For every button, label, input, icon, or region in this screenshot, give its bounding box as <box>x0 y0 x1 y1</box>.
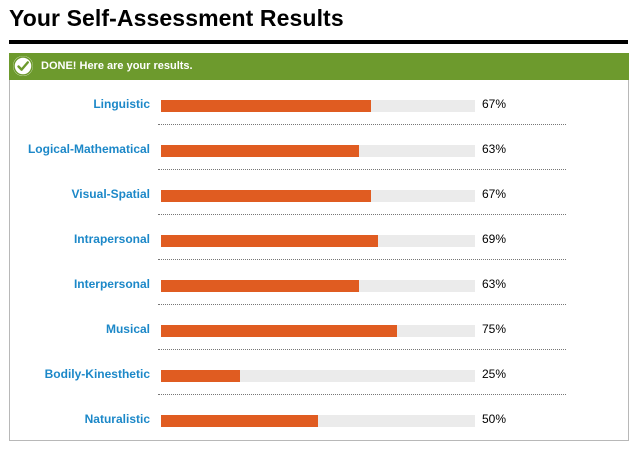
result-percent: 69% <box>482 232 507 246</box>
result-label: Interpersonal <box>73 277 150 291</box>
result-percent: 63% <box>482 277 507 291</box>
result-label: Naturalistic <box>84 412 150 426</box>
result-percent: 25% <box>482 367 507 381</box>
result-row: Naturalistic 50% <box>10 396 566 440</box>
result-row: Musical 75% <box>10 306 566 350</box>
result-percent: 75% <box>482 322 507 336</box>
result-bar-fill <box>161 145 359 157</box>
result-row: Visual-Spatial 67% <box>10 171 566 215</box>
result-label: Logical-Mathematical <box>27 142 150 156</box>
row-divider <box>158 394 566 395</box>
result-label: Bodily-Kinesthetic <box>44 367 150 381</box>
check-icon <box>13 56 33 76</box>
result-bar-fill <box>161 280 359 292</box>
result-bar-track <box>161 100 475 112</box>
row-divider <box>158 259 566 260</box>
result-bar-track <box>161 370 475 382</box>
row-divider <box>158 214 566 215</box>
result-bar-fill <box>161 325 397 337</box>
result-label: Musical <box>105 322 150 336</box>
result-label: Linguistic <box>93 97 150 111</box>
row-divider <box>158 124 566 125</box>
result-row: Interpersonal 63% <box>10 261 566 305</box>
row-divider <box>158 349 566 350</box>
results-panel <box>9 53 629 441</box>
row-divider <box>158 169 566 170</box>
result-percent: 50% <box>482 412 507 426</box>
result-bar-track <box>161 415 475 427</box>
result-bar-track <box>161 280 475 292</box>
result-percent: 63% <box>482 142 507 156</box>
result-row: Intrapersonal 69% <box>10 216 566 260</box>
result-bar-track <box>161 325 475 337</box>
result-percent: 67% <box>482 187 507 201</box>
result-bar-track <box>161 190 475 202</box>
result-label: Visual-Spatial <box>71 187 150 201</box>
result-row: Bodily-Kinesthetic 25% <box>10 351 566 395</box>
result-label: Intrapersonal <box>73 232 150 246</box>
result-bar-track <box>161 145 475 157</box>
result-bar-track <box>161 235 475 247</box>
title-divider <box>9 40 628 44</box>
result-percent: 67% <box>482 97 507 111</box>
page-title: Your Self-Assessment Results <box>9 5 344 31</box>
result-bar-fill <box>161 100 372 112</box>
done-banner: DONE! Here are your results. <box>9 53 629 80</box>
result-bar-fill <box>161 415 318 427</box>
result-bar-fill <box>161 370 240 382</box>
row-divider <box>158 304 566 305</box>
result-row: Logical-Mathematical 63% <box>10 126 566 170</box>
result-bar-fill <box>161 235 378 247</box>
result-bar-fill <box>161 190 372 202</box>
result-row: Linguistic 67% <box>10 81 566 125</box>
banner-text: DONE! Here are your results. <box>41 60 193 72</box>
